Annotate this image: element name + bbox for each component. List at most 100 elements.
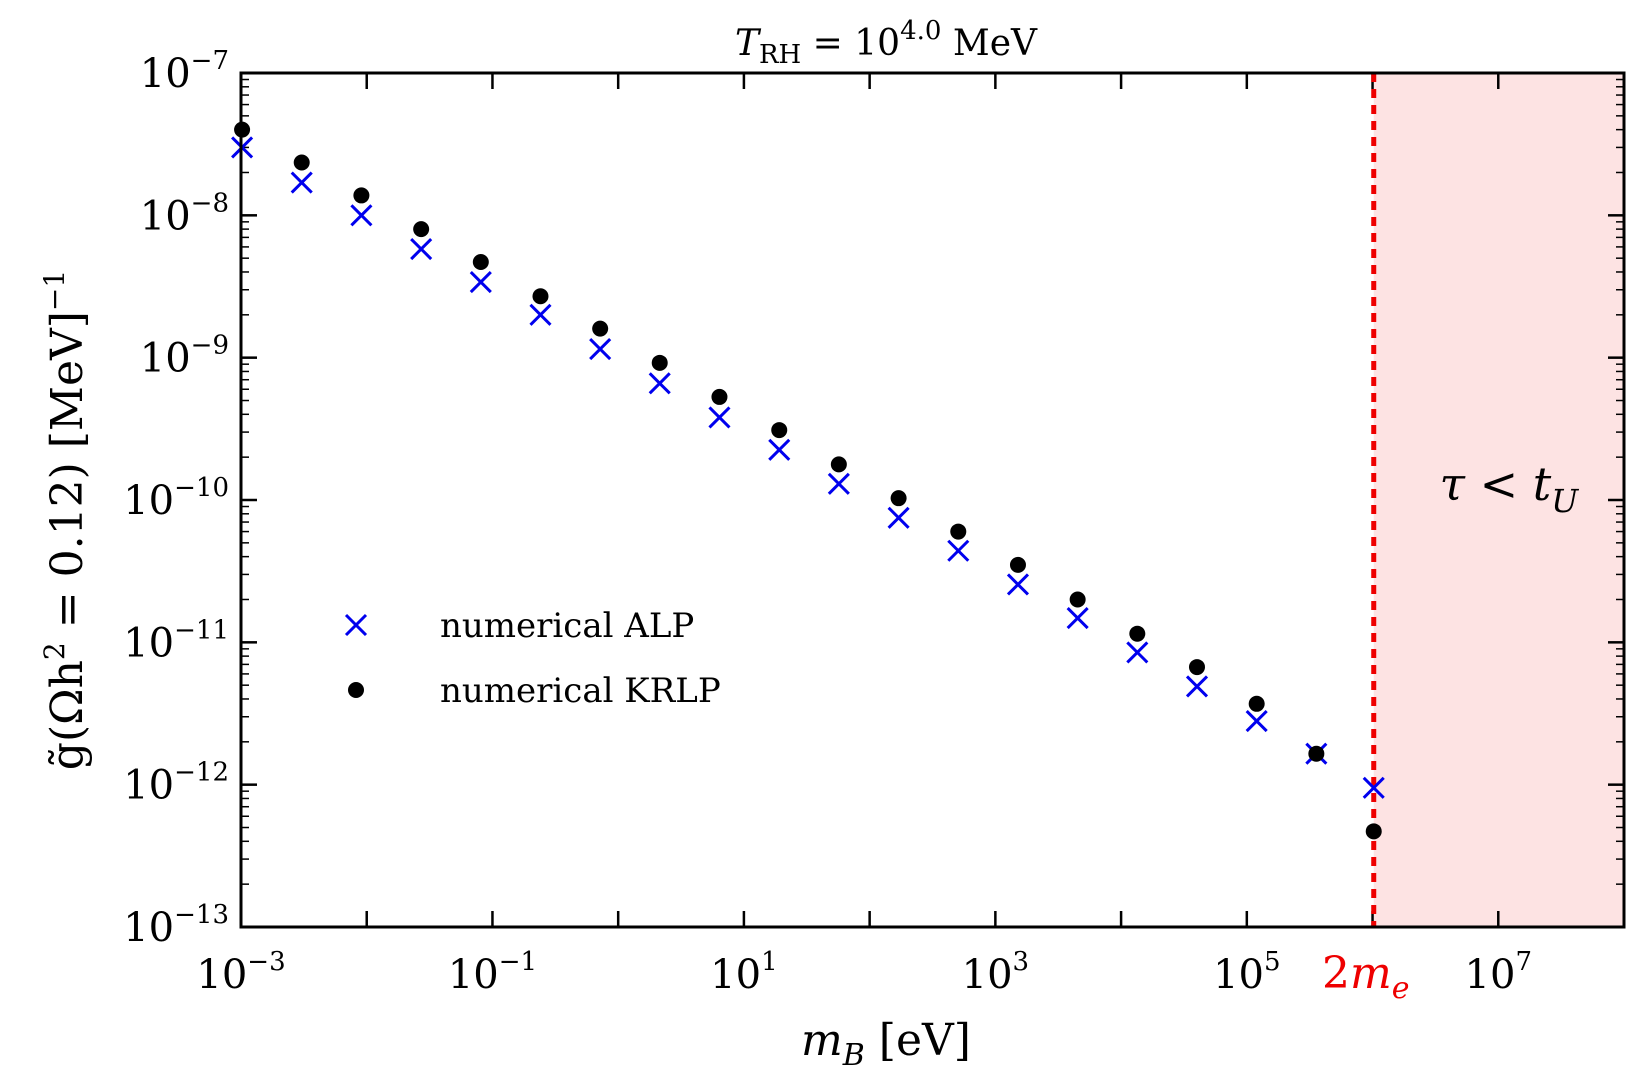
y-axis-mid: = 0.12) [MeV]	[42, 311, 93, 642]
krlp-point	[353, 187, 370, 204]
y-axis-sup1: 2	[38, 642, 71, 660]
legend-marker-krlp	[348, 682, 364, 698]
alp-point	[887, 506, 910, 529]
title-unit: MeV	[941, 23, 1038, 64]
krlp-point	[1069, 591, 1086, 608]
y-tick-base: 10	[140, 193, 191, 239]
krlp-point	[1365, 823, 1382, 840]
y-tick-exponent: −7	[191, 46, 229, 76]
x-tick-label: 105	[1213, 947, 1280, 998]
y-tick-label: 10−10	[123, 473, 229, 524]
title-exponent: 4.0	[900, 16, 941, 46]
alp-point-stroke	[708, 406, 731, 429]
threshold-label: 2me	[1322, 948, 1410, 1006]
y-tick-base: 10	[140, 336, 191, 382]
y-tick-exponent: −11	[174, 615, 229, 645]
x-tick-label: 103	[962, 947, 1029, 998]
krlp-point	[1009, 556, 1026, 573]
alp-point-stroke	[1185, 675, 1209, 698]
alp-point-stroke	[1126, 641, 1149, 664]
krlp-point	[532, 288, 549, 305]
alp-point	[947, 539, 970, 562]
alp-point	[290, 171, 313, 194]
y-tick-exponent: −12	[174, 758, 229, 788]
alp-point-stroke	[290, 171, 313, 194]
x-tick-label: 107	[1465, 947, 1532, 998]
x-tick-exponent: 7	[1515, 947, 1532, 977]
alp-point-stroke	[1245, 709, 1268, 733]
krlp-point	[472, 254, 489, 271]
alp-point	[1126, 641, 1149, 664]
x-tick-base: 10	[448, 952, 499, 998]
y-tick-base: 10	[123, 478, 174, 524]
threshold-symbol: m	[1350, 948, 1392, 999]
alp-point-stroke	[410, 237, 433, 261]
krlp-point	[413, 221, 430, 238]
legend-label-krlp: numerical KRLP	[440, 671, 721, 711]
alp-point	[1362, 776, 1385, 799]
x-tick-exponent: 3	[1013, 947, 1030, 977]
region-label: τ < tU	[1440, 457, 1580, 520]
chart-title: TRH = 104.0 MeV	[735, 16, 1038, 70]
legend: numerical ALP numerical KRLP	[344, 606, 721, 711]
x-tick-label: 101	[710, 947, 777, 998]
alp-point-stroke	[469, 270, 492, 294]
threshold-coef: 2	[1322, 948, 1350, 999]
title-equals: = 10	[801, 23, 900, 64]
y-tick-label: 10−9	[140, 331, 229, 382]
series-numerical-krlp	[234, 121, 1382, 840]
y-tick-exponent: −9	[191, 331, 229, 361]
krlp-point	[711, 388, 728, 405]
alp-point-stroke	[1066, 607, 1089, 630]
region-label-subscript: U	[1551, 482, 1579, 520]
krlp-point	[1188, 659, 1205, 676]
x-axis-label: mB [eV]	[801, 1015, 971, 1073]
alp-point-stroke	[529, 303, 552, 326]
threshold-subscript: e	[1392, 971, 1410, 1006]
krlp-point	[592, 320, 609, 337]
y-axis-text: g̃(Ωh	[42, 660, 93, 770]
y-tick-exponent: −8	[191, 188, 229, 218]
y-tick-base: 10	[123, 905, 174, 951]
title-subscript: RH	[759, 40, 801, 70]
x-tick-base: 10	[1213, 952, 1264, 998]
y-axis-label: g̃(Ωh2 = 0.12) [MeV]−1	[38, 270, 93, 770]
krlp-point	[651, 354, 668, 371]
alp-point	[469, 270, 492, 294]
y-tick-label: 10−13	[123, 900, 229, 951]
series-numerical-alp	[231, 136, 1385, 799]
alp-point-stroke	[350, 204, 373, 227]
region-label-symbol: t	[1533, 457, 1552, 511]
alp-point-stroke	[648, 372, 671, 395]
alp-point-stroke	[1362, 776, 1385, 799]
y-tick-label: 10−7	[140, 46, 229, 97]
x-tick-exponent: −1	[499, 947, 537, 977]
alp-point-stroke	[827, 472, 850, 495]
y-tick-label: 10−8	[140, 188, 229, 239]
krlp-point	[293, 154, 310, 171]
x-tick-base: 10	[710, 952, 761, 998]
y-tick-exponent: −10	[174, 473, 229, 503]
alp-point	[1006, 573, 1030, 596]
x-tick-exponent: −3	[247, 947, 285, 977]
y-axis-sup2: −1	[38, 270, 71, 311]
alp-point	[1245, 709, 1268, 733]
krlp-point	[1308, 745, 1325, 762]
x-tick-base: 10	[196, 952, 247, 998]
x-tick-labels: 10−3 10−1 101 103 105 107	[196, 947, 1532, 998]
alp-point-stroke	[947, 539, 970, 562]
y-tick-base: 10	[140, 51, 191, 97]
x-tick-exponent: 5	[1264, 947, 1281, 977]
alp-point	[648, 372, 671, 395]
y-tick-base: 10	[123, 763, 174, 809]
title-symbol: T	[735, 23, 762, 64]
alp-point-stroke	[887, 506, 910, 529]
krlp-point	[890, 490, 907, 507]
krlp-point	[830, 456, 847, 473]
y-tick-label: 10−11	[123, 615, 229, 666]
shaded-region	[1373, 73, 1624, 927]
x-axis-unit: [eV]	[865, 1015, 971, 1066]
x-axis-symbol: m	[801, 1015, 843, 1066]
x-tick-label: 10−3	[196, 947, 285, 998]
